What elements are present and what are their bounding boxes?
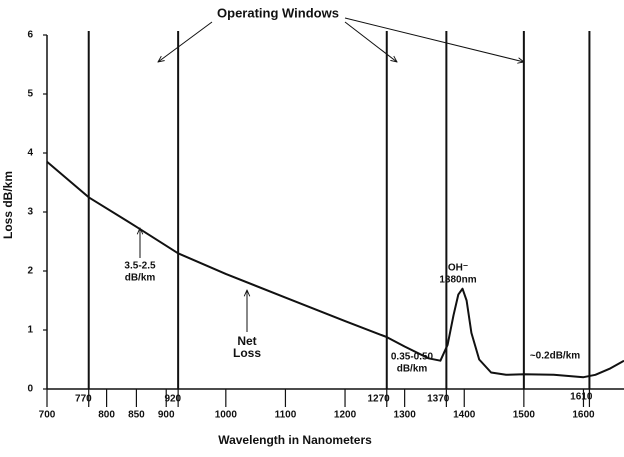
x-tick-label: 1400 <box>453 410 476 421</box>
annotation: 0.35-0.50 <box>391 352 434 363</box>
annotation: dB/km <box>125 273 156 284</box>
window-arrows <box>140 17 524 332</box>
annotation: Net <box>237 334 256 348</box>
y-tick-label: 6 <box>27 30 33 41</box>
y-tick-label: 2 <box>27 266 33 277</box>
annotation: 1380nm <box>439 275 476 286</box>
x-tick-label: 850 <box>128 410 145 421</box>
x-tick-label: 770 <box>75 394 92 405</box>
y-tick-label: 1 <box>27 325 33 336</box>
arrow <box>344 17 524 62</box>
x-tick-label: 700 <box>39 410 56 421</box>
y-tick-label: 0 <box>27 384 33 395</box>
x-tick-label: 1200 <box>334 410 357 421</box>
x-tick-label: 1100 <box>275 410 297 421</box>
y-tick-label: 5 <box>27 89 33 100</box>
x-tick-label: 1270 <box>368 394 391 405</box>
x-axis-title: Wavelength in Nanometers <box>218 433 372 447</box>
x-tick-label: 920 <box>164 394 181 405</box>
y-axis-title: Loss dB/km <box>1 171 15 239</box>
x-tick-label: 1600 <box>572 410 595 421</box>
x-tick-label: 1500 <box>513 410 536 421</box>
annotation: OH⁻ <box>448 263 468 274</box>
annotation: dB/km <box>397 364 428 375</box>
annotation: ~0.2dB/km <box>530 351 580 362</box>
arrow <box>344 21 397 62</box>
x-tick-label: 900 <box>158 410 175 421</box>
x-tick-label: 1300 <box>394 410 417 421</box>
windows-label: Operating Windows <box>217 5 339 20</box>
x-tick-label: 1000 <box>215 410 238 421</box>
y-tick-label: 3 <box>27 207 33 218</box>
loss-curve <box>46 161 624 379</box>
annotation: 3.5-2.5 <box>124 261 156 272</box>
arrow <box>158 21 213 62</box>
annotation: Loss <box>233 346 261 360</box>
x-tick-label: 1370 <box>427 394 450 405</box>
y-tick-label: 4 <box>27 148 33 159</box>
x-tick-label: 800 <box>98 410 115 421</box>
x-tick-label: 1610 <box>570 392 593 403</box>
